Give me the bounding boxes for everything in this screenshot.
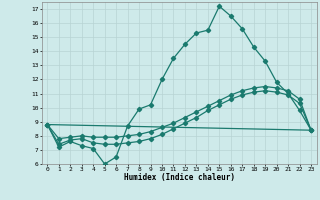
X-axis label: Humidex (Indice chaleur): Humidex (Indice chaleur): [124, 173, 235, 182]
